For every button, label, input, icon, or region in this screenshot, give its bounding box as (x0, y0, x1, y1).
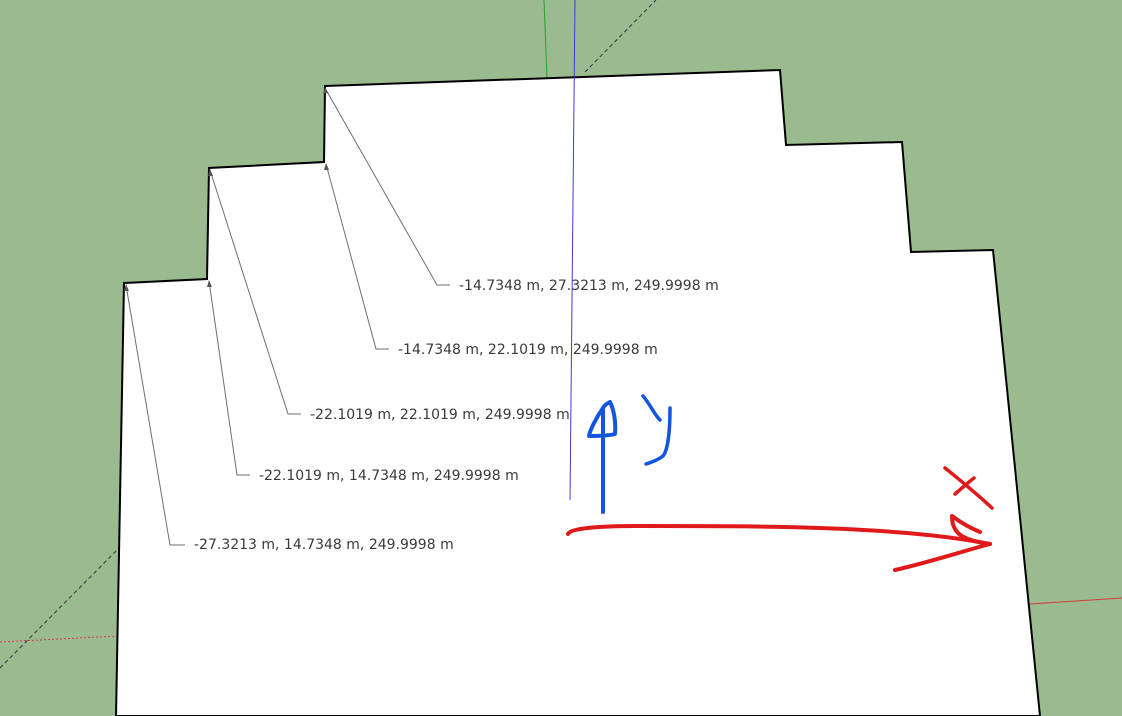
arrowhead-4 (207, 280, 212, 287)
arrowhead-3 (208, 169, 213, 176)
leader-line-4 (208, 280, 250, 476)
sketch-y-arrow (587, 400, 618, 514)
y-arrow-head (587, 400, 618, 438)
coordinate-label-3: -22.1019 m, 22.1019 m, 249.9998 m (310, 407, 570, 423)
red-axis-line-right (1029, 597, 1122, 605)
sketch-x-arrow (566, 514, 992, 572)
arrowhead-1 (323, 87, 328, 94)
red-axis-dotted-line-left (0, 635, 119, 643)
y-letter-stroke-2 (644, 406, 672, 466)
sketch-y-letter (641, 394, 672, 466)
green-axis-dashed-line (584, 0, 657, 73)
green-axis-line (543, 0, 548, 79)
blue-axis-line (569, 0, 576, 501)
x-letter-stroke-2 (953, 476, 976, 496)
leader-line-5 (125, 284, 185, 546)
arrowhead-2 (324, 163, 329, 170)
coordinate-label-4: -22.1019 m, 14.7348 m, 249.9998 m (259, 468, 519, 484)
y-letter-stroke-1 (641, 394, 662, 422)
x-arrow-head (893, 514, 992, 572)
leader-lines (125, 87, 450, 546)
coordinate-label-2: -14.7348 m, 22.1019 m, 249.9998 m (398, 342, 658, 358)
coordinate-label-5: -27.3213 m, 14.7348 m, 249.9998 m (194, 537, 454, 553)
coordinate-label-1: -14.7348 m, 27.3213 m, 249.9998 m (459, 278, 719, 294)
leader-line-2 (325, 163, 389, 350)
sketch-x-letter (943, 466, 994, 510)
leader-line-3 (209, 169, 301, 415)
x-arrow-shaft (566, 524, 992, 546)
arrowhead-5 (124, 284, 129, 291)
green-axis-dashed-line-lower (0, 547, 120, 669)
x-letter-stroke-1 (943, 466, 994, 510)
leader-arrowheads (124, 87, 329, 291)
leader-line-1 (324, 87, 450, 286)
stepped-face[interactable] (114, 68, 1042, 716)
